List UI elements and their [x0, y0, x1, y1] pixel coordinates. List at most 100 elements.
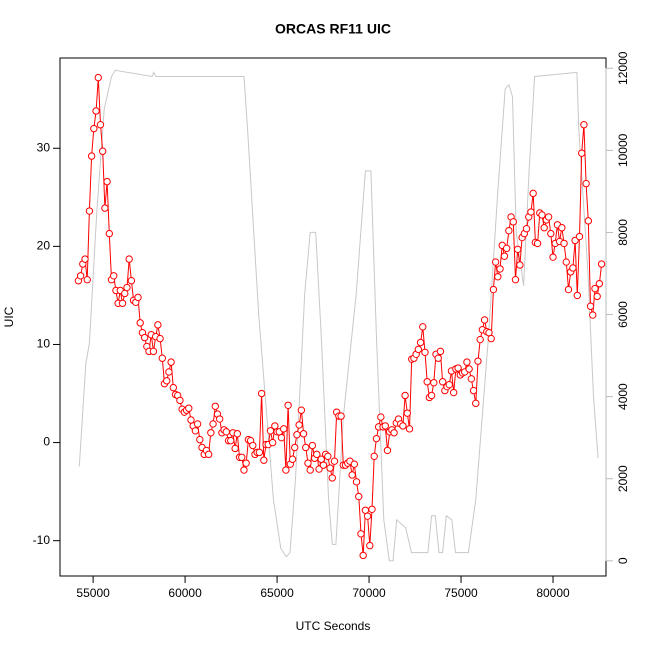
point: [90, 124, 98, 133]
series-line: [77, 77, 603, 556]
point: [302, 443, 310, 452]
y2-tick-label: 6000: [616, 301, 630, 328]
y2-tick-label: 0: [616, 557, 630, 564]
point: [465, 365, 473, 373]
point: [123, 283, 131, 292]
y2-tick-label: 12000: [616, 51, 630, 85]
point: [445, 380, 453, 389]
point: [92, 107, 100, 115]
point: [134, 293, 142, 302]
point: [593, 292, 601, 301]
point: [337, 412, 345, 420]
point: [454, 364, 462, 372]
point: [494, 273, 502, 281]
x-tick-label: 65000: [260, 586, 294, 600]
series-line: [78, 69, 599, 562]
point: [476, 335, 484, 344]
point: [423, 378, 431, 386]
y-tick-label: 0: [43, 435, 50, 449]
point: [522, 225, 531, 233]
point: [430, 379, 438, 387]
point: [363, 512, 372, 520]
point: [562, 258, 570, 266]
point: [136, 319, 144, 327]
point: [474, 357, 482, 365]
point: [255, 448, 264, 457]
point: [505, 226, 513, 235]
point: [81, 255, 89, 263]
point: [87, 152, 96, 160]
point: [401, 391, 409, 400]
point: [257, 389, 266, 398]
point: [487, 334, 495, 343]
point: [140, 333, 149, 342]
x-tick-label: 75000: [444, 586, 478, 600]
point: [167, 358, 175, 366]
point: [162, 377, 171, 385]
y-tick-label: -10: [33, 533, 51, 547]
point: [580, 121, 588, 129]
point: [348, 471, 356, 479]
point: [240, 466, 248, 474]
point: [527, 208, 535, 216]
point: [595, 279, 604, 288]
point: [449, 388, 458, 397]
point: [211, 402, 219, 410]
point: [584, 217, 593, 225]
point: [502, 244, 511, 253]
point: [564, 285, 573, 294]
point: [414, 345, 423, 354]
point: [419, 323, 427, 331]
point: [416, 338, 425, 347]
point: [284, 401, 292, 409]
point: [575, 232, 584, 241]
point: [204, 450, 213, 459]
point: [249, 441, 257, 450]
point: [480, 316, 489, 324]
point: [313, 450, 321, 459]
point: [357, 530, 365, 538]
point: [573, 291, 582, 300]
point: [368, 505, 376, 513]
point: [154, 321, 162, 329]
point: [421, 348, 429, 357]
point: [516, 261, 524, 269]
point: [94, 73, 102, 82]
point: [324, 452, 332, 461]
point: [98, 147, 107, 155]
point: [469, 386, 478, 395]
point: [156, 334, 164, 343]
point: [467, 375, 476, 383]
point: [434, 354, 442, 362]
point: [176, 396, 184, 405]
point: [319, 461, 328, 469]
point: [491, 258, 500, 266]
point: [288, 455, 297, 463]
point: [242, 459, 250, 467]
point: [169, 383, 178, 392]
point: [544, 213, 553, 221]
point: [191, 427, 200, 435]
point: [304, 459, 312, 467]
point: [101, 204, 109, 212]
point: [299, 430, 308, 438]
point: [405, 425, 414, 433]
point: [558, 224, 566, 232]
point: [496, 265, 504, 273]
point: [569, 264, 577, 272]
point: [96, 121, 105, 129]
y-tick-label: 30: [37, 140, 51, 154]
point: [105, 229, 114, 238]
x-tick-label: 55000: [76, 586, 110, 600]
point: [306, 466, 314, 474]
point: [295, 421, 303, 429]
point: [390, 429, 398, 437]
point: [293, 431, 301, 439]
y2-tick-label: 2000: [616, 465, 630, 492]
point: [597, 260, 606, 268]
point: [215, 415, 224, 423]
point: [513, 245, 522, 254]
point: [227, 436, 235, 445]
point: [372, 434, 381, 443]
